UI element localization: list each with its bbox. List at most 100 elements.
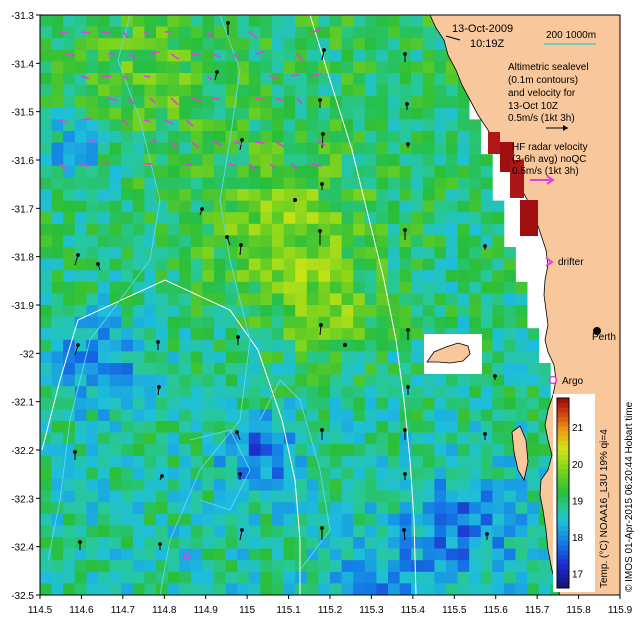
sst-cell xyxy=(492,479,505,491)
sst-cell xyxy=(121,363,134,375)
sst-cell xyxy=(190,386,203,399)
sst-cell xyxy=(272,455,284,468)
sst-cell xyxy=(272,177,284,190)
sst-cell xyxy=(86,316,99,329)
sst-cell xyxy=(214,177,226,190)
sst-cell xyxy=(272,247,284,259)
sst-cell xyxy=(364,235,377,248)
sst-cell xyxy=(225,409,238,422)
sst-cell xyxy=(51,223,64,236)
sst-cell xyxy=(376,38,389,51)
sst-cell xyxy=(469,235,482,248)
sst-cell xyxy=(515,537,528,549)
sst-cell xyxy=(527,386,540,399)
sst-cell xyxy=(341,455,354,468)
sst-cell xyxy=(411,513,424,526)
sst-cell xyxy=(341,258,354,271)
sst-cell xyxy=(515,548,528,561)
sst-cell xyxy=(341,583,354,595)
sst-cell xyxy=(86,212,99,225)
sst-cell xyxy=(318,537,331,549)
sst-cell xyxy=(388,15,400,27)
sst-cell xyxy=(469,247,482,259)
sst-cell xyxy=(167,513,180,526)
sst-cell xyxy=(179,61,192,74)
sst-cell xyxy=(121,409,134,422)
sst-cell xyxy=(214,409,226,422)
sst-cell xyxy=(422,444,435,457)
sst-cell xyxy=(190,560,203,573)
sst-cell xyxy=(86,154,99,167)
sst-cell xyxy=(515,305,528,317)
sst-cell xyxy=(295,49,308,62)
sst-cell xyxy=(457,258,470,271)
sst-cell xyxy=(225,26,238,39)
colorbar-segment xyxy=(557,421,569,427)
sst-cell xyxy=(40,49,52,62)
sst-cell xyxy=(364,96,377,109)
sst-cell xyxy=(51,107,64,120)
sst-cell xyxy=(515,397,528,410)
title-date: 13-Oct-2009 xyxy=(452,23,513,35)
sst-cell xyxy=(411,409,424,422)
sst-cell xyxy=(248,374,261,387)
sst-cell xyxy=(63,177,76,190)
sst-cell xyxy=(74,363,87,375)
sst-cell xyxy=(330,15,342,27)
sst-cell xyxy=(86,513,99,526)
sst-cell xyxy=(202,270,215,283)
sst-cell xyxy=(156,339,168,352)
sst-cell xyxy=(446,96,458,109)
sst-cell xyxy=(399,455,412,468)
sst-cell xyxy=(156,235,168,248)
sst-cell xyxy=(504,490,516,503)
sst-cell xyxy=(132,38,145,51)
sst-cell xyxy=(202,537,215,549)
hf-arrow xyxy=(65,53,76,57)
sst-cell xyxy=(202,96,215,109)
x-tick-label: 115.4 xyxy=(401,605,426,616)
sst-cell xyxy=(260,513,273,526)
sst-cell xyxy=(411,455,424,468)
y-tick-label: -32 xyxy=(20,349,35,360)
sst-cell xyxy=(434,142,447,155)
sst-cell xyxy=(469,513,482,526)
sst-cell xyxy=(248,154,261,167)
sst-cell xyxy=(225,490,238,503)
sst-cell xyxy=(121,467,134,480)
colorbar-segment xyxy=(557,497,569,503)
credit-text: © IMOS 01-Apr-2015 06:20:44 Hobart time xyxy=(624,401,635,592)
sst-cell xyxy=(202,154,215,167)
velocity-arrowhead xyxy=(160,474,164,478)
sst-cell xyxy=(121,247,134,259)
sst-cell xyxy=(388,61,400,74)
sst-cell xyxy=(515,525,528,538)
sst-cell xyxy=(272,339,284,352)
sst-cell xyxy=(457,537,470,549)
sst-cell xyxy=(295,177,308,190)
sst-cell xyxy=(179,177,192,190)
hf-arrow xyxy=(122,119,130,126)
sst-cell xyxy=(63,397,76,410)
sst-cell xyxy=(399,235,412,248)
sst-cell xyxy=(74,293,87,306)
sst-cell xyxy=(248,490,261,503)
sst-cell xyxy=(446,61,458,74)
hf-arrow xyxy=(164,119,174,125)
sst-cell xyxy=(422,583,435,595)
sst-cell xyxy=(469,293,482,306)
colorbar-segment xyxy=(557,469,569,475)
sst-cell xyxy=(469,316,482,329)
sst-cell xyxy=(74,467,87,480)
sst-cell xyxy=(63,200,76,213)
sst-cell xyxy=(179,26,192,39)
velocity-arrowhead xyxy=(403,472,407,476)
velocity-arrowhead xyxy=(225,235,229,239)
sst-cell xyxy=(121,15,134,27)
sst-cell xyxy=(179,49,192,62)
sst-cell xyxy=(480,270,493,283)
sst-cell xyxy=(330,177,342,190)
sst-cell xyxy=(376,26,389,39)
sst-cell xyxy=(330,305,342,317)
sst-cell xyxy=(469,119,482,132)
